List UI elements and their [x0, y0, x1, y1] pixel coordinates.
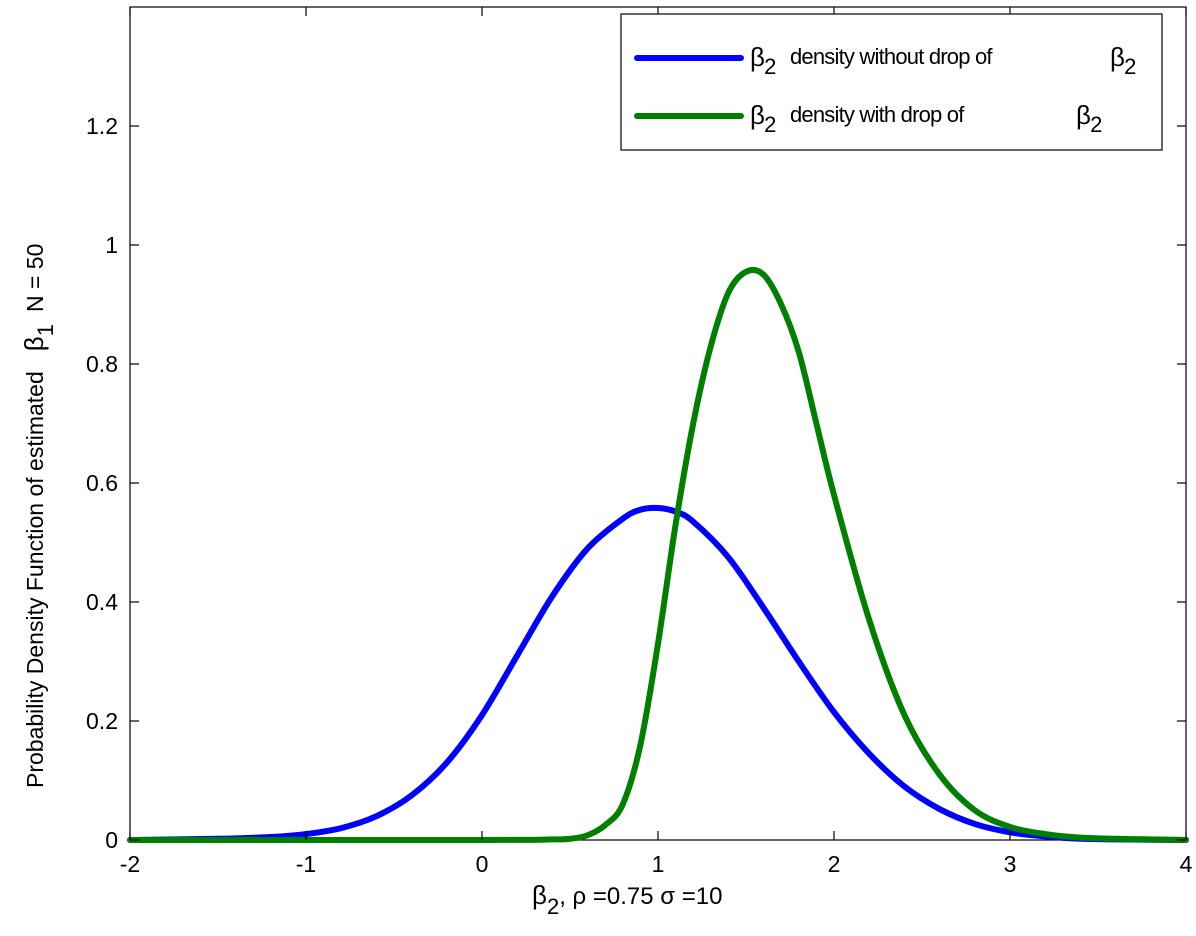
- legend-beta2: β: [1110, 42, 1124, 72]
- x-axis-label-beta: β: [532, 880, 547, 910]
- y-axis-label-beta: β: [19, 336, 49, 351]
- legend-label-without-drop-beta2: β2: [1110, 42, 1136, 79]
- y-tick-label: 1.2: [86, 113, 118, 139]
- y-tick-label: 1: [105, 232, 118, 258]
- legend-label-with-drop-beta2: β2: [1076, 100, 1102, 137]
- series-with-drop-line: [127, 266, 1189, 844]
- x-tick-label: 1: [652, 851, 665, 877]
- legend-beta: β: [750, 42, 764, 72]
- legend-entry-without-drop: β2 density without drop of β2: [634, 42, 1137, 79]
- legend-beta2-sub: 2: [1124, 54, 1136, 79]
- legend: β2 density without drop of β2 β2 density…: [620, 13, 1163, 151]
- y-axis-label-suffix: N = 50: [22, 244, 48, 312]
- x-tick-label: -1: [296, 851, 316, 877]
- legend-label-without-drop: β2: [750, 42, 776, 79]
- y-axis-label: Probability Density Function of estimate…: [19, 244, 58, 788]
- legend-beta-sub: 2: [764, 54, 776, 79]
- legend-entry-with-drop: β2 density with drop of β2: [634, 100, 1103, 137]
- y-axis-label-text: Probability Density Function of estimate…: [22, 371, 48, 788]
- x-tick-label: 3: [1004, 851, 1017, 877]
- x-tick-label: 2: [828, 851, 841, 877]
- x-tick-label: 4: [1180, 851, 1193, 877]
- y-tick-label: 0.2: [86, 708, 118, 734]
- legend-beta: β: [750, 100, 764, 130]
- x-tick-label: -2: [120, 851, 140, 877]
- y-tick-label: 0.6: [86, 470, 118, 496]
- y-axis-label-beta-sub: 1: [33, 324, 58, 336]
- legend-beta-sub: 2: [764, 112, 776, 137]
- legend-beta2-sub: 2: [1090, 112, 1102, 137]
- legend-text-with-drop: density with drop of: [790, 102, 965, 127]
- x-axis-label-text: , ρ =0.75 σ =10: [559, 883, 722, 910]
- legend-text-without-drop: density without drop of: [790, 44, 993, 69]
- legend-box: [620, 13, 1163, 151]
- series-without-drop-line: [127, 504, 1189, 843]
- y-tick-label: 0.4: [86, 589, 118, 615]
- x-axis-label-beta-sub: 2: [547, 894, 559, 919]
- legend-label-with-drop: β2: [750, 100, 776, 137]
- x-axis-label: β2, ρ =0.75 σ =10: [532, 880, 722, 919]
- legend-beta2: β: [1076, 100, 1090, 130]
- y-tick-label: 0.8: [86, 351, 118, 377]
- curves-group: [127, 266, 1189, 844]
- y-tick-label: 0: [105, 827, 118, 853]
- x-tick-label: 0: [476, 851, 489, 877]
